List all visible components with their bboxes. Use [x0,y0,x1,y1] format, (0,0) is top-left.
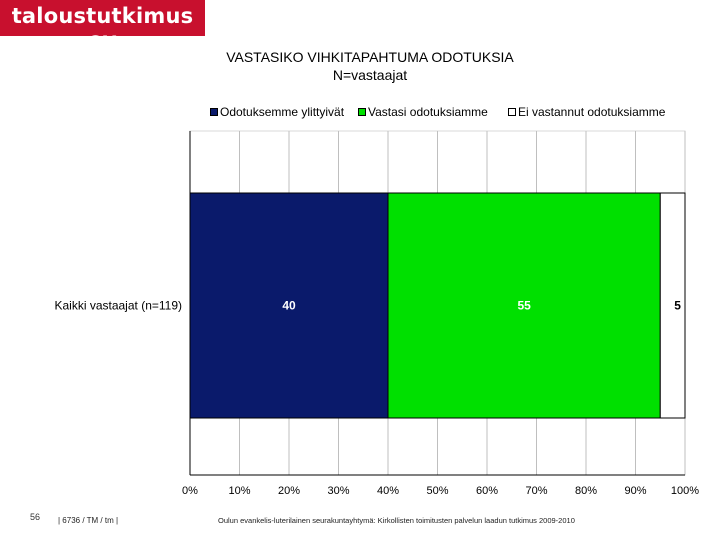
x-tick-label: 0% [182,485,198,497]
legend-item-1: Odotuksemme ylittyivät [210,105,344,119]
legend-swatch-1 [210,108,218,116]
bar-segment-3 [659,192,686,419]
x-tick-label: 40% [377,485,399,497]
x-tick-label: 80% [575,485,597,497]
x-tick-label: 60% [476,485,498,497]
x-tick-label: 20% [278,485,300,497]
legend-label-2: Vastasi odotuksiamme [368,105,488,119]
legend-item-3: Ei vastannut odotuksiamme [508,105,665,119]
legend-item-2: Vastasi odotuksiamme [358,105,488,119]
page-number: 56 [30,512,41,522]
legend-swatch-3 [508,108,516,116]
chart-subtitle: N=vastaajat [332,67,408,83]
x-tick-label: 100% [671,485,699,497]
data-label-1: 40 [282,299,296,313]
brand-logo-text: taloustutkimus oy [11,4,194,52]
project-code: | 6736 / TM / tm | [58,516,119,525]
x-tick-label: 50% [426,485,448,497]
data-label-2: 55 [517,299,531,313]
chart-title: VASTASIKO VIHKITAPAHTUMA ODOTUKSIA [226,49,514,65]
x-tick-label: 90% [624,485,646,497]
data-label-3: 5 [674,299,681,313]
legend-swatch-2 [358,108,366,116]
bar-segment-2 [387,192,661,419]
source-note: Oulun evankelis-luterilainen seurakuntay… [218,516,575,525]
x-tick-label: 70% [525,485,547,497]
brand-logo: taloustutkimus oy [0,0,205,52]
x-tick-label: 30% [327,485,349,497]
legend-label-3: Ei vastannut odotuksiamme [518,105,666,119]
legend-label-1: Odotuksemme ylittyivät [220,105,345,119]
x-tick-label: 10% [228,485,250,497]
category-label: Kaikki vastaajat (n=119) [54,299,182,313]
